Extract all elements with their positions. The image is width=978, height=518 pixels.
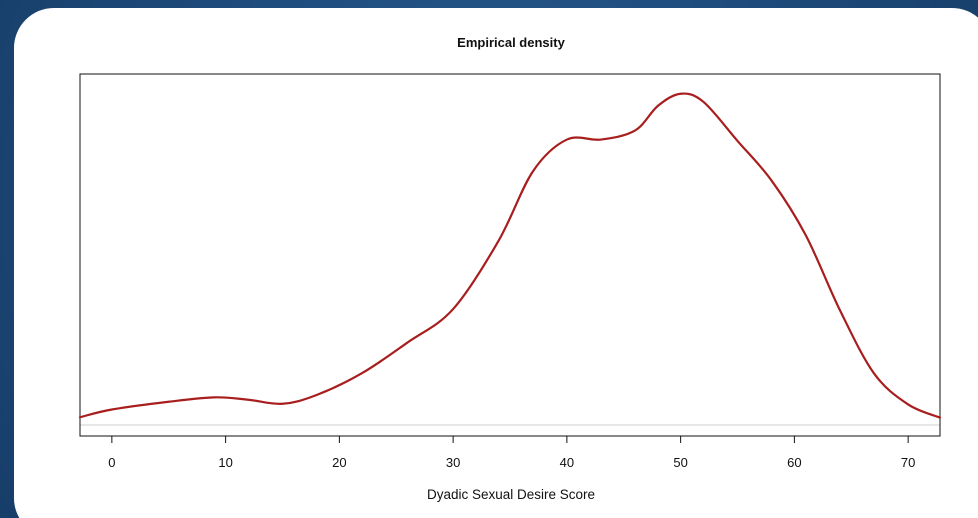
chart-card [14, 8, 978, 518]
x-axis-label: Dyadic Sexual Desire Score [427, 487, 595, 502]
x-tick-label: 10 [218, 455, 232, 470]
x-tick-label: 50 [673, 455, 687, 470]
x-tick-label: 70 [901, 455, 915, 470]
x-axis-ticks: 0 10 20 30 40 50 60 70 [108, 436, 915, 470]
x-tick-label: 30 [446, 455, 460, 470]
density-curve [78, 92, 942, 419]
x-tick-label: 60 [787, 455, 801, 470]
chart-title: Empirical density [457, 35, 565, 50]
x-tick-label: 20 [332, 455, 346, 470]
plot-frame [79, 73, 941, 437]
x-tick-label: 40 [560, 455, 574, 470]
x-tick-label: 0 [108, 455, 115, 470]
